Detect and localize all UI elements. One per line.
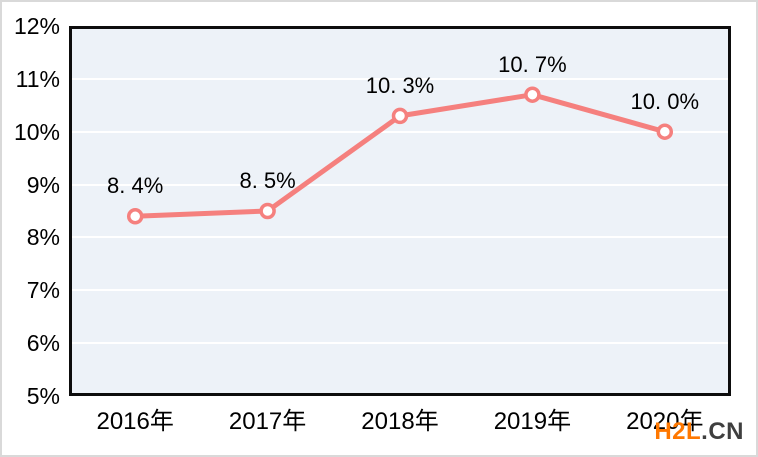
data-point-label: 10. 7% <box>498 51 567 77</box>
gridline <box>72 130 728 133</box>
data-point-label: 10. 3% <box>365 72 435 98</box>
data-point-marker <box>259 202 276 220</box>
y-tick-label: 10% <box>13 118 60 145</box>
x-tick-label: 2018年 <box>361 408 439 435</box>
gridline <box>72 77 728 80</box>
plot-area <box>69 26 731 396</box>
data-point-marker <box>524 86 541 103</box>
x-tick-label: 2019年 <box>493 408 572 435</box>
gridline <box>72 236 728 239</box>
data-point-marker <box>391 107 409 125</box>
x-tick-label: 2020年 <box>626 408 704 435</box>
data-point-marker <box>126 208 144 225</box>
y-tick-label: 9% <box>26 171 60 198</box>
gridline <box>72 289 728 292</box>
data-point-marker <box>656 123 674 140</box>
data-point-label: 8. 4% <box>107 173 164 199</box>
x-tick-label: 2017年 <box>228 408 307 435</box>
y-tick-label: 8% <box>26 224 60 251</box>
y-tick-label: 12% <box>13 13 60 39</box>
gridline <box>72 183 728 186</box>
data-point-label: 8. 5% <box>239 168 296 193</box>
x-tick-label: 2016年 <box>96 408 174 435</box>
y-tick-label: 7% <box>26 277 60 304</box>
watermark-suffix: .CN <box>701 418 744 445</box>
data-series-line <box>126 86 674 225</box>
data-point-label: 10. 0% <box>630 88 700 114</box>
y-tick-label: 5% <box>26 383 60 409</box>
y-tick-label: 11% <box>15 65 60 92</box>
watermark: H2L.CN <box>654 419 744 445</box>
gridline <box>72 342 728 345</box>
watermark-brand: H2L <box>654 418 702 445</box>
y-tick-label: 6% <box>26 330 60 357</box>
